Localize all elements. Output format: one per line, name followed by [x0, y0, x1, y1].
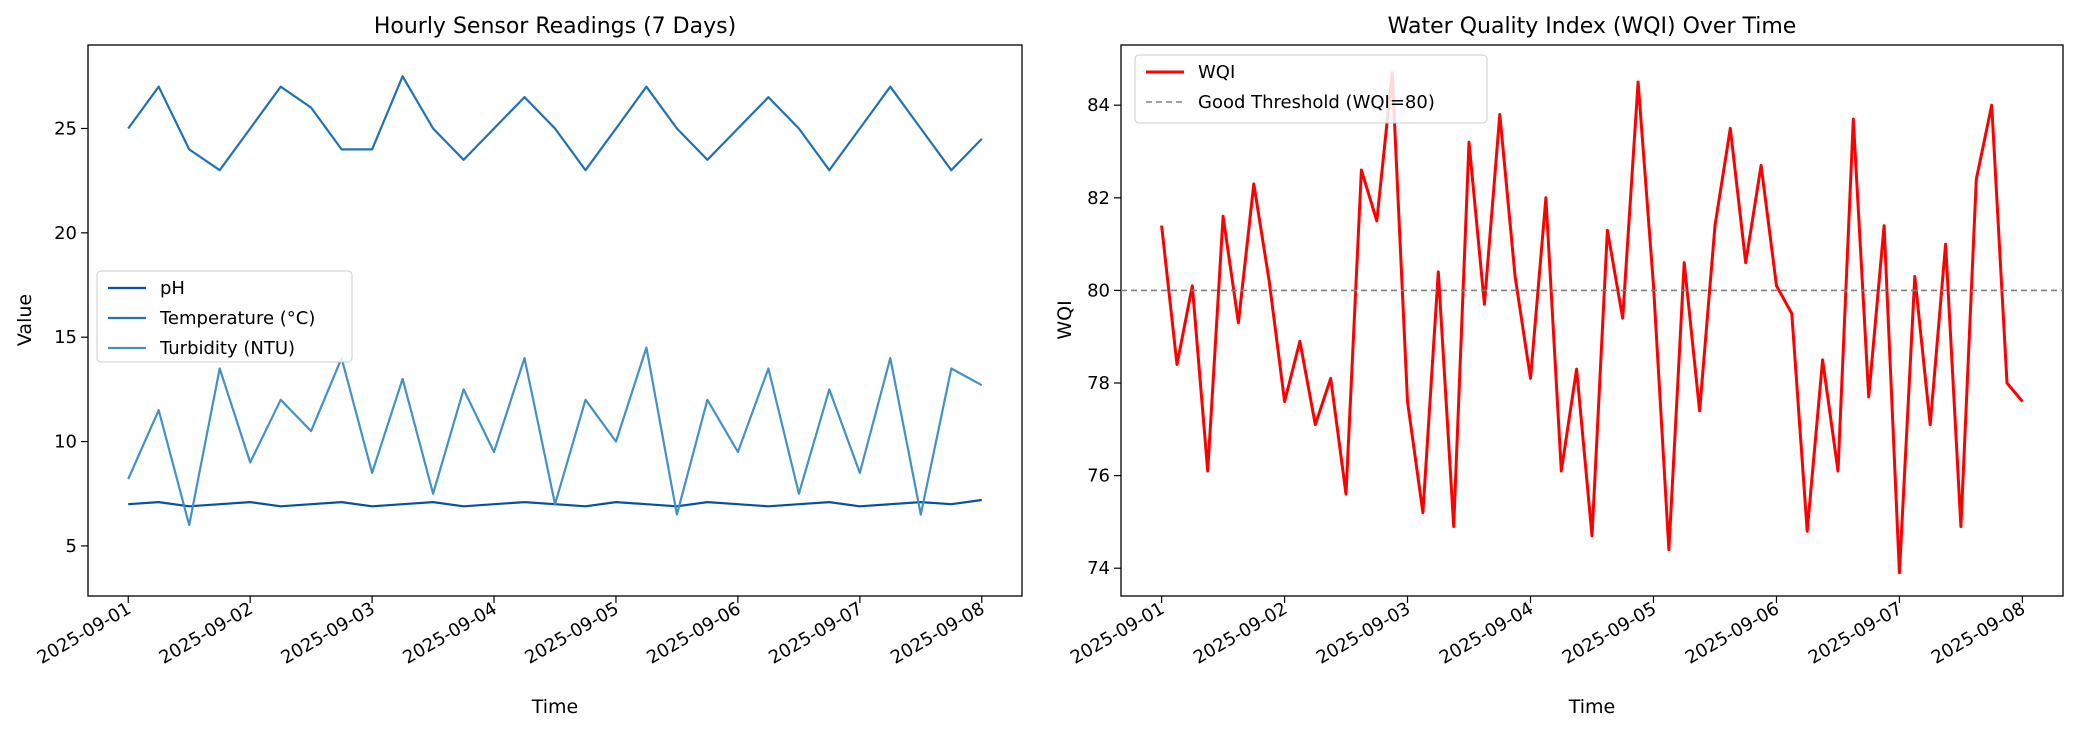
legend-right: WQI Good Threshold (WQI=80)	[1134, 54, 1488, 124]
series-lines-left	[127, 75, 983, 527]
x-tick-label: 2025-09-05	[521, 598, 622, 668]
legend-box	[96, 270, 353, 363]
x-tick-label: 2025-09-04	[399, 598, 500, 668]
chart-sensor-readings: Hourly Sensor Readings (7 Days) Time Val…	[14, 14, 1023, 718]
chart-title-right: Water Quality Index (WQI) Over Time	[1388, 14, 1797, 39]
y-tick-label: 25	[54, 118, 77, 139]
y-tick-label: 82	[1087, 188, 1110, 209]
x-tick-label: 2025-09-03	[278, 598, 379, 668]
plot-frame-right	[1120, 44, 2064, 597]
y-tick-label: 15	[54, 327, 77, 348]
x-tick-label: 2025-09-06	[643, 598, 744, 668]
x-tick-label: 2025-09-08	[1928, 598, 2029, 668]
plot-frame-left	[87, 44, 1023, 597]
legend-entry-label: WQI	[1198, 62, 1235, 83]
y-tick-label: 20	[54, 223, 77, 244]
x-tick-label: 2025-09-04	[1436, 598, 1537, 668]
y-tick-label: 10	[54, 432, 77, 453]
x-tick-label: 2025-09-02	[1190, 598, 1291, 668]
y-tick-label: 76	[1087, 466, 1110, 487]
x-tick-label: 2025-09-05	[1559, 598, 1660, 668]
chart-wqi: Water Quality Index (WQI) Over Time Time…	[1054, 14, 2064, 718]
x-tick-label: 2025-09-01	[1067, 598, 1168, 668]
legend-entry-label: Temperature (°C)	[159, 308, 315, 329]
x-tick-label: 2025-09-06	[1682, 598, 1783, 668]
y-tick-label: 78	[1087, 373, 1110, 394]
y-tick-label: 84	[1087, 95, 1110, 116]
y-tick-label: 74	[1087, 558, 1110, 579]
legend-entry-label: Good Threshold (WQI=80)	[1198, 92, 1435, 113]
y-tick-label: 80	[1087, 280, 1110, 301]
series-line-2	[127, 346, 983, 527]
legend-box	[1134, 54, 1488, 124]
y-ticks-right: 74 76 78 80 82 84	[1087, 95, 1121, 579]
x-tick-label: 2025-09-02	[156, 598, 257, 668]
x-tick-label: 2025-09-07	[765, 598, 866, 668]
legend-entry-label: Turbidity (NTU)	[159, 338, 295, 359]
x-axis-label-right: Time	[1568, 696, 1616, 718]
series-lines-right	[1121, 71, 2063, 575]
x-ticks-right: 2025-09-01 2025-09-02 2025-09-03 2025-09-04…	[1067, 596, 2029, 669]
x-ticks-left: 2025-09-01 2025-09-02 2025-09-03 2025-09-04…	[34, 596, 988, 669]
x-tick-label: 2025-09-03	[1313, 598, 1414, 668]
legend-entry-label: pH	[160, 278, 185, 299]
x-axis-label-left: Time	[531, 696, 579, 718]
y-axis-label-right: WQI	[1054, 300, 1076, 339]
x-tick-label: 2025-09-07	[1805, 598, 1906, 668]
x-tick-label: 2025-09-01	[34, 598, 135, 668]
y-axis-label-left: Value	[14, 294, 36, 346]
y-ticks-left: 5 10 15 20 25	[54, 118, 88, 557]
x-tick-label: 2025-09-08	[887, 598, 988, 668]
series-line-0	[1160, 71, 2024, 575]
legend-left: pH Temperature (°C) Turbidity (NTU)	[96, 270, 353, 363]
chart-title-left: Hourly Sensor Readings (7 Days)	[374, 14, 736, 39]
y-tick-label: 5	[66, 536, 77, 557]
series-line-1	[127, 75, 983, 172]
